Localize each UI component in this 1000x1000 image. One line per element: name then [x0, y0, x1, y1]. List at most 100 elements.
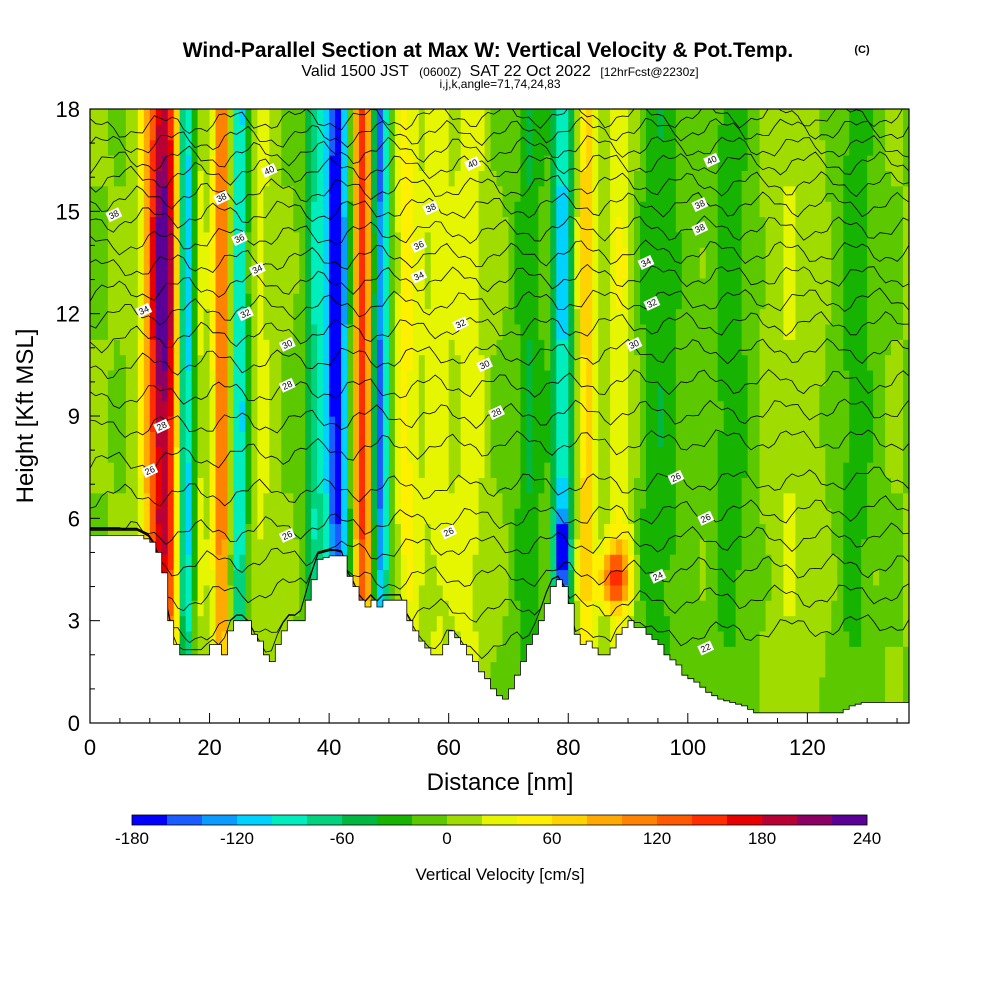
velocity-cell [167, 400, 175, 417]
velocity-cell [245, 569, 253, 586]
velocity-cell [717, 385, 725, 402]
velocity-cell [388, 308, 396, 325]
velocity-cell [460, 416, 468, 432]
velocity-cell [514, 201, 522, 218]
velocity-cell [478, 339, 486, 356]
velocity-cell [544, 323, 551, 340]
velocity-cell [466, 323, 474, 340]
velocity-cell [233, 139, 241, 156]
velocity-cell [616, 262, 623, 279]
velocity-cell [370, 323, 378, 340]
velocity-cell [628, 354, 635, 371]
velocity-cell [454, 416, 462, 432]
velocity-cell [119, 523, 127, 540]
velocity-cell [723, 170, 731, 187]
velocity-cell [90, 185, 97, 202]
velocity-cell [311, 185, 318, 202]
velocity-cell [825, 554, 832, 571]
velocity-cell [526, 477, 533, 494]
velocity-cell [382, 170, 390, 187]
velocity-cell [197, 477, 205, 494]
velocity-cell [651, 600, 659, 617]
velocity-cell [592, 293, 599, 310]
velocity-cell [544, 477, 551, 494]
velocity-cell [293, 446, 300, 463]
velocity-cell [436, 431, 444, 448]
velocity-cell [406, 369, 414, 386]
velocity-cell [651, 369, 659, 386]
velocity-cell [454, 277, 462, 294]
velocity-cell [442, 354, 450, 371]
velocity-cell [532, 308, 539, 325]
velocity-cell [406, 462, 414, 478]
velocity-cell [215, 124, 223, 141]
velocity-cell [227, 416, 235, 432]
velocity-cell [628, 216, 635, 233]
velocity-cell [197, 600, 205, 617]
velocity-cell [783, 630, 791, 647]
velocity-cell [179, 385, 187, 402]
velocity-cell [657, 385, 665, 402]
velocity-cell [173, 293, 181, 310]
velocity-cell [753, 416, 761, 432]
velocity-cell [753, 339, 761, 356]
velocity-cell [789, 369, 797, 386]
velocity-cell [610, 416, 617, 432]
velocity-cell [323, 308, 330, 325]
velocity-cell [359, 109, 366, 125]
velocity-cell [430, 554, 438, 571]
velocity-cell [221, 139, 229, 156]
velocity-cell [353, 170, 360, 187]
velocity-cell [663, 385, 671, 402]
velocity-cell [107, 293, 115, 310]
velocity-cell [651, 416, 659, 432]
velocity-cell [645, 155, 653, 171]
velocity-cell [747, 247, 755, 264]
velocity-cell [645, 139, 653, 156]
velocity-cell [663, 339, 671, 356]
velocity-cell [514, 416, 522, 432]
velocity-cell [376, 293, 384, 310]
velocity-cell [323, 323, 330, 340]
velocity-cell [436, 646, 444, 663]
velocity-cell [801, 584, 808, 601]
velocity-cell [699, 538, 707, 555]
velocity-cell [251, 569, 258, 586]
velocity-cell [663, 600, 671, 617]
velocity-cell [376, 339, 384, 356]
velocity-cell [490, 262, 498, 279]
velocity-cell [628, 508, 635, 525]
velocity-cell [394, 323, 402, 340]
velocity-cell [783, 446, 791, 463]
velocity-cell [239, 584, 247, 601]
velocity-cell [251, 155, 258, 171]
velocity-cell [789, 569, 797, 586]
velocity-cell [251, 492, 258, 509]
velocity-cell [622, 231, 629, 248]
velocity-cell [257, 155, 264, 171]
velocity-cell [622, 170, 629, 187]
velocity-cell [711, 416, 719, 432]
velocity-cell [394, 170, 402, 187]
velocity-cell [759, 600, 767, 617]
velocity-cell [185, 431, 193, 448]
velocity-cell [777, 277, 785, 294]
velocity-cell [496, 339, 504, 356]
velocity-cell [604, 155, 611, 171]
velocity-cell [173, 416, 181, 432]
velocity-cell [442, 139, 450, 156]
velocity-cell [478, 446, 486, 463]
velocity-cell [783, 431, 791, 448]
velocity-cell [807, 170, 814, 187]
velocity-cell [508, 538, 516, 555]
velocity-cell [173, 508, 181, 525]
velocity-cell [586, 247, 593, 264]
velocity-cell [496, 201, 504, 218]
velocity-cell [586, 124, 593, 141]
velocity-cell [335, 277, 342, 294]
velocity-cell [813, 416, 820, 432]
velocity-cell [747, 584, 755, 601]
velocity-cell [753, 201, 761, 218]
velocity-cell [765, 277, 773, 294]
velocity-cell [556, 124, 563, 141]
